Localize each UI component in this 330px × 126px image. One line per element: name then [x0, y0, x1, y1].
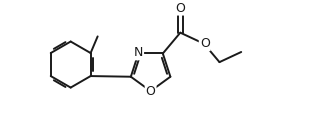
Text: O: O	[200, 37, 210, 50]
Text: O: O	[175, 2, 185, 14]
Text: N: N	[134, 46, 143, 59]
Text: O: O	[146, 85, 155, 98]
